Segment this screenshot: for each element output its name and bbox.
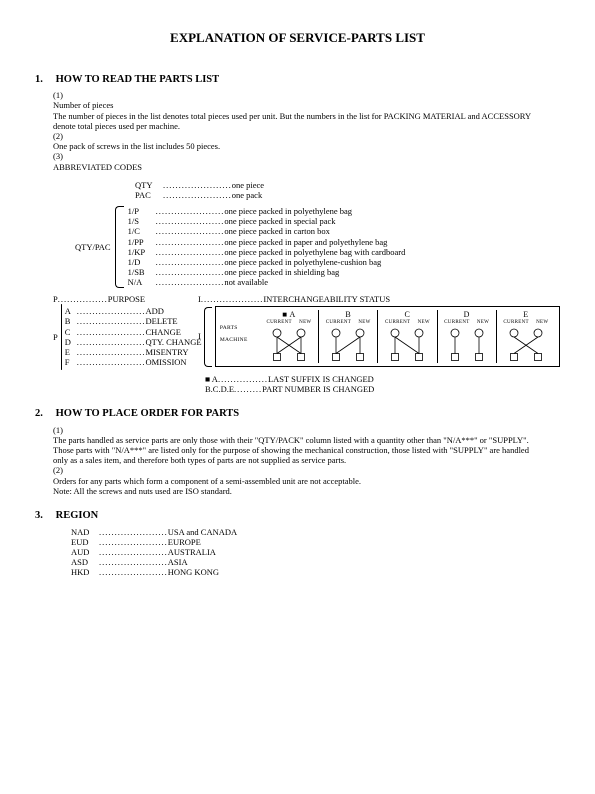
i-legend: ■ A ................ LAST SUFFIX IS CHAN… bbox=[205, 374, 560, 394]
code-row: D ...................... QTY. CHANGE bbox=[65, 337, 202, 347]
diagram-row-parts: PARTS bbox=[220, 322, 256, 334]
section-2: 2. HOW TO PLACE ORDER FOR PARTS (1) The … bbox=[35, 408, 560, 496]
diagram-cell: BCURRENTNEW bbox=[319, 310, 378, 364]
code-row: ASD ...................... ASIA bbox=[71, 557, 560, 567]
code-row: AUD ...................... AUSTRALIA bbox=[71, 547, 560, 557]
page-title: EXPLANATION OF SERVICE-PARTS LIST bbox=[35, 30, 560, 46]
sec2-num: 2. bbox=[35, 408, 53, 421]
p-codes-list: A ...................... ADDB ..........… bbox=[65, 306, 202, 367]
code-row: PAC ...................... one pack bbox=[135, 190, 560, 200]
sec1-1-num: (1) bbox=[53, 90, 71, 100]
sec1-3-body: ABBREVIATED CODES bbox=[53, 162, 543, 172]
code-row: A ...................... ADD bbox=[65, 306, 202, 316]
abbr-brace-list: 1/P ...................... one piece pac… bbox=[128, 206, 406, 288]
code-row: 1/D ...................... one piece pac… bbox=[128, 257, 406, 267]
code-row: 1/PP ...................... one piece pa… bbox=[128, 237, 406, 247]
sec1-3-num: (3) bbox=[53, 151, 71, 161]
sec3-num: 3. bbox=[35, 510, 53, 523]
code-row: F ...................... OMISSION bbox=[65, 357, 202, 367]
code-row: 1/KP ...................... one piece pa… bbox=[128, 247, 406, 257]
i-head: I .................... INTERCHANGEABILIT… bbox=[198, 294, 560, 304]
sec1-2-body: One pack of screws in the list includes … bbox=[53, 141, 543, 151]
code-row: 1/P ...................... one piece pac… bbox=[128, 206, 406, 216]
qtypac-label: QTY/PAC bbox=[75, 242, 111, 252]
sec1-1-body: The number of pieces in the list denotes… bbox=[53, 111, 531, 131]
p-label: P bbox=[53, 332, 58, 342]
code-row: E ...................... MISENTRY bbox=[65, 347, 202, 357]
code-row: C ...................... CHANGE bbox=[65, 327, 202, 337]
sec1-1-label: Number of pieces bbox=[53, 100, 113, 110]
code-row: 1/SB ...................... one piece pa… bbox=[128, 267, 406, 277]
code-row: EUD ...................... EUROPE bbox=[71, 537, 560, 547]
interchangeability-diagram: PARTS MACHINE ■ ACURRENTNEWBCURRENTNEWCC… bbox=[215, 306, 560, 368]
code-row: N/A ...................... not available bbox=[128, 277, 406, 287]
brace-icon bbox=[204, 307, 212, 367]
i-label: I bbox=[198, 331, 201, 341]
sec2-2b: Note: All the screws and nuts used are I… bbox=[53, 486, 232, 496]
p-i-block: P ................ PURPOSE P A .........… bbox=[53, 294, 560, 370]
brace-icon bbox=[61, 304, 62, 370]
sec2-1b: Those parts with "N/A***" are listed onl… bbox=[53, 445, 529, 465]
sec2-2-num: (2) bbox=[53, 465, 71, 475]
brace-icon bbox=[115, 206, 124, 288]
sec2-2a: Orders for any parts which form a compon… bbox=[53, 476, 361, 486]
section-1: 1. HOW TO READ THE PARTS LIST (1) Number… bbox=[35, 74, 560, 395]
sec1-num: 1. bbox=[35, 74, 53, 87]
code-row: 1/C ...................... one piece pac… bbox=[128, 226, 406, 236]
sec1-2-num: (2) bbox=[53, 131, 71, 141]
code-row: HKD ...................... HONG KONG bbox=[71, 567, 560, 577]
abbr-top-list: QTY ...................... one piecePAC … bbox=[135, 180, 560, 200]
diagram-cell: ■ ACURRENTNEW bbox=[260, 310, 319, 364]
section-3: 3. REGION NAD ...................... USA… bbox=[35, 510, 560, 578]
code-row: QTY ...................... one piece bbox=[135, 180, 560, 190]
sec1-head: HOW TO READ THE PARTS LIST bbox=[56, 74, 220, 85]
sec2-1-num: (1) bbox=[53, 425, 71, 435]
diagram-cell: ECURRENTNEW bbox=[497, 310, 555, 364]
diagram-cell: DCURRENTNEW bbox=[438, 310, 497, 364]
sec2-1a: The parts handled as service parts are o… bbox=[53, 435, 529, 445]
code-row: NAD ...................... USA and CANAD… bbox=[71, 527, 560, 537]
p-head: P ................ PURPOSE bbox=[53, 294, 198, 304]
code-row: B ...................... DELETE bbox=[65, 316, 202, 326]
diagram-row-machine: MACHINE bbox=[220, 334, 256, 346]
code-row: 1/S ...................... one piece pac… bbox=[128, 216, 406, 226]
region-list: NAD ...................... USA and CANAD… bbox=[71, 527, 560, 578]
diagram-cell: CCURRENTNEW bbox=[378, 310, 437, 364]
sec2-head: HOW TO PLACE ORDER FOR PARTS bbox=[56, 408, 240, 419]
qtypac-block: QTY/PAC 1/P ...................... one p… bbox=[75, 206, 560, 288]
sec3-head: REGION bbox=[56, 510, 99, 521]
